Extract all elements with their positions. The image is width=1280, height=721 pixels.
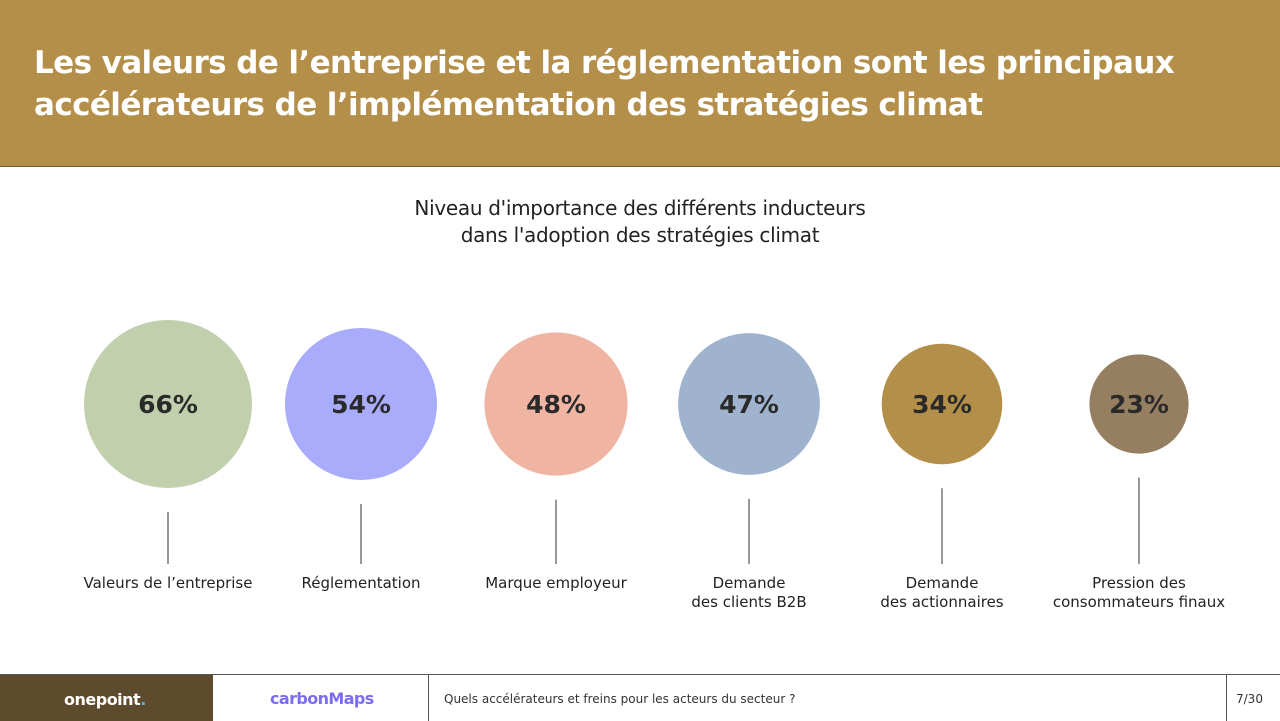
category-label-3: Marque employeur [485,574,627,592]
page-number: 7/30 [1236,692,1263,706]
bubble-group-5: 34% Demande des actionnaires [880,343,1004,611]
bubble-group-3: 48% Marque employeur [484,332,628,592]
bubble-value-1: 66% [138,390,198,419]
footer-brand-block: onepoint. [0,675,213,721]
footer-question: Quels accélérateurs et freins pour les a… [444,692,796,706]
bubble-value-5: 34% [912,390,972,419]
category-label-6: Pression des consommateurs finaux [1053,574,1225,611]
footer-partner-block: carbonMaps [213,675,429,721]
slide-title: Les valeurs de l’entreprise et la réglem… [34,45,1175,123]
bubble-1 [84,320,252,488]
carbonmaps-logo: carbonMaps [270,689,374,708]
bubble-group-1: 66% Valeurs de l’entreprise [84,320,253,592]
bubble-group-6: 23% Pression des consommateurs finaux [1053,354,1225,611]
bubble-3 [484,332,628,476]
header-banner: Les valeurs de l’entreprise et la réglem… [0,0,1280,167]
bubble-5 [881,343,1003,465]
bubble-group-2: 54% Réglementation [285,328,437,592]
chart-title: Niveau d'importance des différents induc… [240,195,1040,249]
bubble-value-4: 47% [719,390,779,419]
bubble-value-6: 23% [1109,390,1169,419]
chart-title-line-2: dans l'adoption des stratégies climat [460,223,820,247]
bubble-4 [678,333,820,475]
bubble-6 [1089,354,1189,454]
footer: onepoint. carbonMaps Quels accélérateurs… [0,674,1280,721]
category-label-4: Demande des clients B2B [691,574,806,611]
bubble-2 [285,328,437,480]
footer-page-block: 7/30 [1226,675,1280,721]
chart-title-line-1: Niveau d'importance des différents induc… [414,196,866,220]
category-label-2: Réglementation [301,574,420,592]
category-label-1: Valeurs de l’entreprise [84,574,253,592]
category-label-5: Demande des actionnaires [880,574,1003,611]
bubble-value-3: 48% [526,390,586,419]
bubble-chart: 66% Valeurs de l’entreprise 54% Réglementat… [84,320,1225,611]
bubble-group-4: 47% Demande des clients B2B [678,333,820,611]
onepoint-logo: onepoint. [64,690,146,709]
bubble-value-2: 54% [331,390,391,419]
